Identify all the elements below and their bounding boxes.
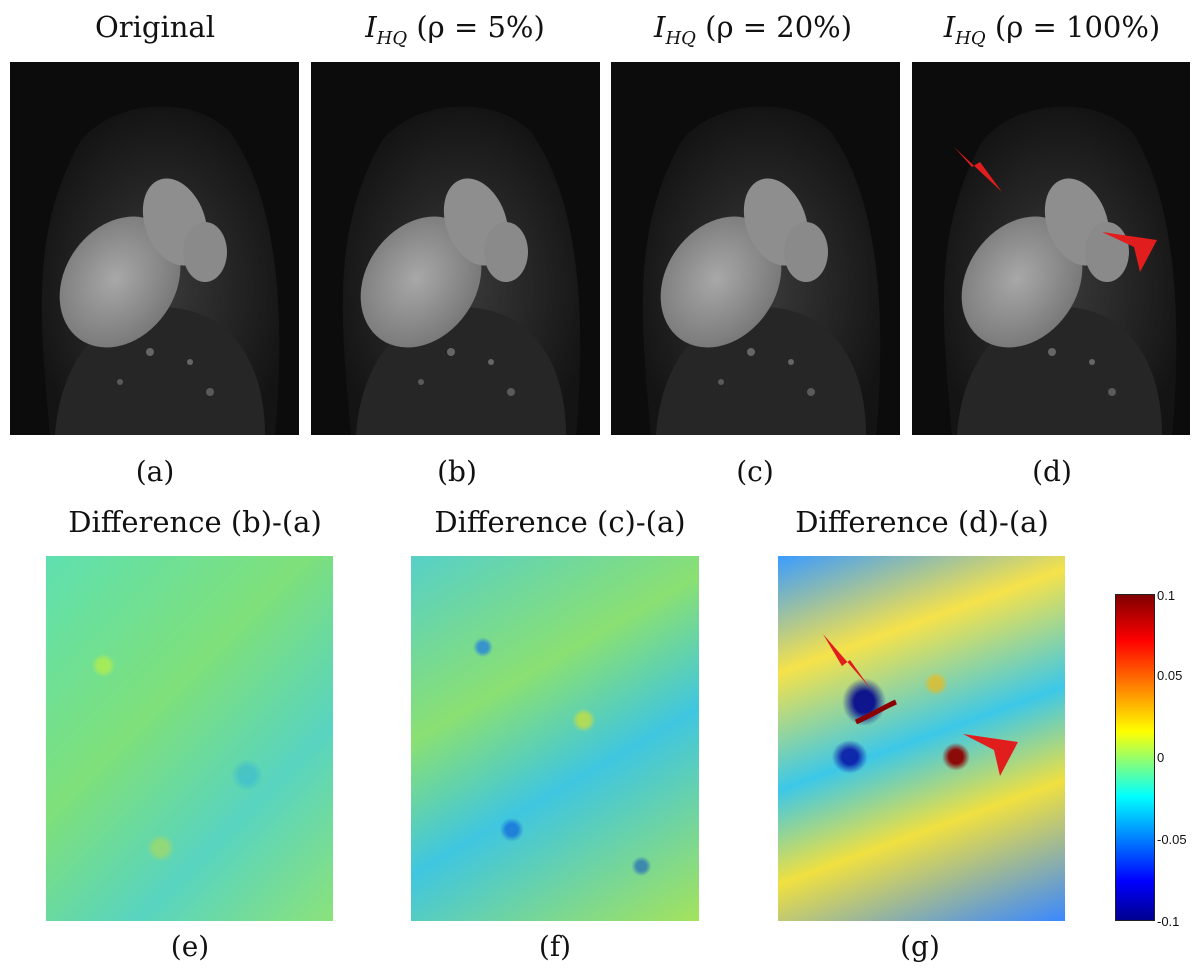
caption-f: (f) (538, 930, 572, 963)
caption-c: (c) (736, 455, 774, 488)
difference-map-b-a (46, 556, 333, 921)
mri-image (41, 106, 280, 435)
mri-image (642, 106, 881, 435)
colorbar (1115, 594, 1155, 921)
caption-d: (d) (1032, 455, 1072, 488)
title-ihq-100: IHQ (ρ = 100%) (943, 10, 1161, 49)
colorbar-tick: 0 (1157, 750, 1165, 765)
title-original: Original (95, 10, 215, 44)
mri-panel-ihq-5 (311, 62, 600, 435)
arrowhead-marker-icon (963, 734, 1018, 776)
arrowhead-marker-icon (954, 147, 1002, 192)
title-diff-d-a: Difference (d)-(a) (795, 505, 1049, 539)
mri-panel-original (10, 62, 299, 435)
title-diff-c-a: Difference (c)-(a) (434, 505, 686, 539)
mri-panel-ihq-20 (611, 62, 900, 435)
colorbar-tick: -0.05 (1157, 832, 1187, 847)
title-diff-b-a: Difference (b)-(a) (68, 505, 322, 539)
difference-map-c-a (411, 556, 699, 921)
difference-map-d-a (778, 556, 1065, 921)
colorbar-tick: 0.1 (1157, 588, 1176, 603)
caption-e: (e) (170, 930, 210, 963)
caption-a: (a) (135, 455, 175, 488)
arrowhead-marker-icon (1102, 232, 1157, 272)
mri-image (943, 106, 1177, 435)
title-ihq-20: IHQ (ρ = 20%) (653, 10, 853, 49)
title-ihq-5: IHQ (ρ = 5%) (365, 10, 545, 49)
caption-b: (b) (437, 455, 477, 488)
colorbar-tick: -0.1 (1157, 914, 1180, 929)
mri-image (342, 106, 581, 435)
caption-g: (g) (900, 930, 940, 963)
colorbar-tick: 0.05 (1157, 668, 1183, 683)
mri-panel-ihq-100 (912, 62, 1190, 435)
arrowhead-marker-icon (823, 634, 870, 688)
